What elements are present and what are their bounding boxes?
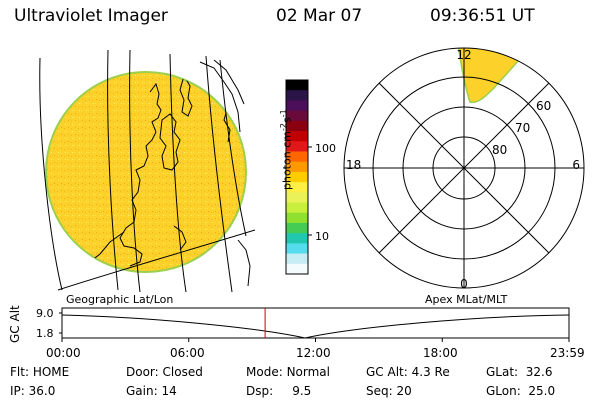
time-tick-0600: 06:00 xyxy=(170,346,205,360)
longitude-line xyxy=(169,53,187,293)
mlt-label-0: 0 xyxy=(460,277,468,291)
colorbar-band xyxy=(286,171,308,183)
colorbar-band xyxy=(286,131,308,142)
info-dsp: Dsp: 9.5 xyxy=(246,384,312,398)
info-gain: Gain: 14 xyxy=(126,384,177,398)
colorbar-band xyxy=(286,151,308,163)
colorbar-tick-10: 10 xyxy=(315,230,329,243)
colorbar-band xyxy=(286,192,308,204)
mlat-label-80: 80 xyxy=(492,143,507,157)
coastline xyxy=(213,59,245,105)
colorbar-band xyxy=(286,202,308,214)
mlat-label-60: 60 xyxy=(536,99,551,113)
info-flight: Flt: HOME xyxy=(10,365,70,379)
coastline xyxy=(237,239,251,287)
time-tick-0000: 00:00 xyxy=(46,346,81,360)
coastline xyxy=(159,113,181,171)
altitude-tick-9: 9.0 xyxy=(36,307,54,320)
latitude-line xyxy=(57,229,256,291)
longitude-line xyxy=(129,49,141,293)
polar-plot: 12 6 0 18 60 70 80 xyxy=(343,47,585,291)
info-seq: Seq: 20 xyxy=(366,384,412,398)
colorbar-band xyxy=(286,263,308,275)
observation-date: 02 Mar 07 xyxy=(276,6,363,26)
colorbar-gradient xyxy=(286,80,308,275)
colorbar-band xyxy=(286,161,308,173)
colorbar-band xyxy=(286,110,308,122)
info-glat: GLat: 32.6 xyxy=(486,365,553,379)
apex-caption: Apex MLat/MLT xyxy=(425,293,508,306)
altitude-axis-label: GC Alt xyxy=(8,305,22,343)
observation-time: 09:36:51 UT xyxy=(430,6,535,26)
time-tick-1200: 12:00 xyxy=(296,346,331,360)
colorbar-band xyxy=(286,233,308,244)
altitude-timeline xyxy=(59,307,570,342)
info-gc-alt: GC Alt: 4.3 Re xyxy=(366,365,450,379)
longitude-line xyxy=(219,59,247,237)
longitude-line xyxy=(107,49,119,291)
info-ip: IP: 36.0 xyxy=(10,384,56,398)
colorbar-band xyxy=(286,100,308,112)
coastline xyxy=(119,82,162,267)
altitude-curve xyxy=(61,314,570,339)
coastline xyxy=(199,61,241,133)
longitude-line xyxy=(39,57,63,291)
mlt-label-6: 6 xyxy=(572,158,580,172)
coastline xyxy=(179,74,193,117)
colorbar-band xyxy=(286,120,308,132)
mlt-label-18: 18 xyxy=(346,158,361,172)
colorbar-band xyxy=(286,253,308,265)
time-tick-2359: 23:59 xyxy=(550,346,585,360)
time-tick-1800: 18:00 xyxy=(423,346,458,360)
colorbar-unit-label: photon cm-2s-1 xyxy=(279,109,294,190)
geographic-image xyxy=(39,49,256,293)
mlat-label-70: 70 xyxy=(515,121,530,135)
colorbar-band xyxy=(286,222,308,234)
colorbar-band xyxy=(286,243,308,255)
geographic-caption: Geographic Lat/Lon xyxy=(66,293,174,306)
info-door: Door: Closed xyxy=(126,365,203,379)
colorbar-tick-100: 100 xyxy=(315,142,336,155)
colorbar-band xyxy=(286,141,308,153)
colorbar-band xyxy=(286,80,308,91)
colorbar-band xyxy=(286,90,308,102)
info-glon: GLon: 25.0 xyxy=(486,384,556,398)
longitude-line xyxy=(205,55,233,293)
info-mode: Mode: Normal xyxy=(246,365,330,379)
mlt-label-12: 12 xyxy=(456,48,471,62)
colorbar xyxy=(285,79,312,275)
colorbar-band xyxy=(286,212,308,224)
coastline xyxy=(173,225,187,251)
colorbar-band xyxy=(286,182,308,193)
instrument-title: Ultraviolet Imager xyxy=(14,6,168,26)
uv-image-disc xyxy=(45,71,247,273)
altitude-tick-1-8: 1.8 xyxy=(36,327,54,340)
